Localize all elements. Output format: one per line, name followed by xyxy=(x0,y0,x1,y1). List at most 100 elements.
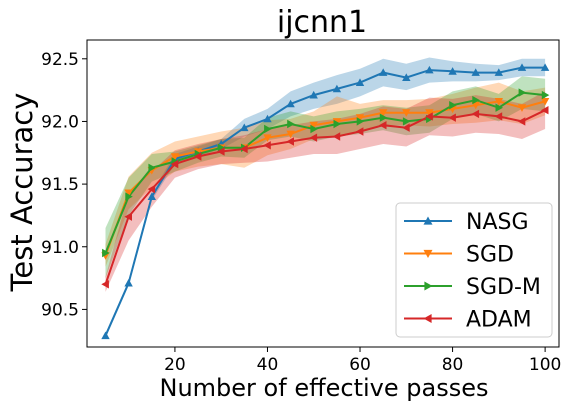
point-adam xyxy=(147,184,156,194)
point-sgd-m xyxy=(356,117,365,126)
point-sgd-m xyxy=(102,248,110,258)
point-nasg xyxy=(425,65,434,74)
legend-marker-sgd-m xyxy=(424,281,433,291)
point-adam xyxy=(471,109,480,119)
point-sgd xyxy=(425,109,434,117)
y-tick-label: 91.0 xyxy=(41,238,79,258)
legend-marker-nasg xyxy=(423,216,433,225)
point-nasg xyxy=(379,68,388,76)
axes: 20 40 60 80 100 90.5 91.0 91.5 92.0 92.5 xyxy=(41,39,561,375)
point-adam xyxy=(217,147,225,156)
point-adam xyxy=(124,212,132,221)
point-adam xyxy=(240,144,248,154)
line-sgd xyxy=(104,100,546,256)
point-sgd-m xyxy=(472,95,480,105)
legend: NASG SGD SGD-M ADAM xyxy=(395,202,553,338)
point-sgd-m xyxy=(287,119,295,129)
point-sgd xyxy=(263,134,272,142)
point-nasg xyxy=(309,90,318,99)
point-adam xyxy=(193,152,202,161)
point-adam xyxy=(425,112,433,121)
point-sgd xyxy=(379,109,388,117)
point-sgd-m xyxy=(125,192,133,201)
point-sgd xyxy=(471,101,480,110)
x-tick-label: 20 xyxy=(164,355,186,375)
point-sgd xyxy=(517,104,527,112)
point-sgd xyxy=(540,98,550,106)
point-adam xyxy=(494,112,503,121)
legend-marker-adam xyxy=(423,314,432,323)
point-nasg xyxy=(494,68,503,76)
x-tick-label: 100 xyxy=(529,355,561,375)
point-nasg xyxy=(471,68,480,76)
point-adam xyxy=(309,133,318,142)
plot-frame xyxy=(86,39,560,348)
legend-marker-sgd xyxy=(423,249,433,258)
point-sgd xyxy=(494,98,503,106)
point-adam xyxy=(263,141,271,150)
point-nasg xyxy=(332,84,342,93)
point-sgd-m xyxy=(264,124,272,134)
point-adam xyxy=(355,127,364,136)
point-adam xyxy=(170,159,179,169)
y-tick-label: 92.0 xyxy=(41,112,79,132)
chart-title: ijcnn1 xyxy=(277,5,367,40)
point-adam xyxy=(286,137,294,146)
legend-label-sgd-m: SGD-M xyxy=(466,275,541,300)
point-sgd xyxy=(286,130,295,139)
point-nasg xyxy=(101,331,110,340)
y-axis-label: Test Accuracy xyxy=(5,93,39,293)
point-sgd-m xyxy=(541,90,550,100)
y-tick-label: 91.5 xyxy=(41,175,79,195)
legend-label-sgd: SGD xyxy=(466,243,514,268)
point-sgd xyxy=(170,153,180,161)
point-nasg xyxy=(517,63,527,71)
point-sgd-m xyxy=(379,113,388,122)
series-lines xyxy=(104,66,546,337)
point-sgd-m xyxy=(217,143,226,152)
band-sgd-m xyxy=(105,76,546,279)
point-sgd-m xyxy=(518,88,527,97)
line-nasg xyxy=(104,66,546,337)
point-sgd-m xyxy=(148,163,156,172)
point-sgd-m xyxy=(333,119,342,129)
y-tick-label: 90.5 xyxy=(41,300,79,320)
legend-label-nasg: NASG xyxy=(466,210,529,235)
x-tick-label: 80 xyxy=(442,355,464,375)
x-axis-label: Number of effective passes xyxy=(160,374,489,402)
line-sgd-m xyxy=(104,91,546,254)
series-markers xyxy=(101,63,550,340)
point-adam xyxy=(379,121,387,130)
legend-label-adam: ADAM xyxy=(466,308,532,333)
point-sgd-m xyxy=(495,103,503,112)
point-adam xyxy=(402,123,410,132)
point-sgd xyxy=(402,109,411,117)
point-nasg xyxy=(540,63,550,71)
band-adam xyxy=(105,91,546,292)
point-sgd-m xyxy=(402,117,411,126)
point-nasg xyxy=(402,73,411,81)
point-nasg xyxy=(448,67,457,75)
x-tick-label: 60 xyxy=(349,355,371,375)
point-adam xyxy=(448,113,456,122)
point-nasg xyxy=(355,78,365,86)
point-nasg xyxy=(240,123,249,132)
point-sgd-m xyxy=(449,101,457,110)
point-sgd xyxy=(124,189,133,198)
point-adam xyxy=(101,280,109,289)
legend-box xyxy=(395,202,553,338)
point-nasg xyxy=(124,278,133,287)
point-nasg xyxy=(286,99,295,108)
point-nasg xyxy=(263,114,272,123)
point-sgd-m xyxy=(310,124,318,134)
x-tick-label: 40 xyxy=(257,355,279,375)
line-adam xyxy=(104,109,546,285)
point-sgd xyxy=(355,114,365,122)
point-sgd xyxy=(309,121,318,130)
y-tick-label: 92.5 xyxy=(41,50,79,70)
point-adam xyxy=(540,106,549,115)
point-nasg xyxy=(147,192,156,200)
point-adam xyxy=(517,117,526,126)
point-adam xyxy=(332,132,341,141)
